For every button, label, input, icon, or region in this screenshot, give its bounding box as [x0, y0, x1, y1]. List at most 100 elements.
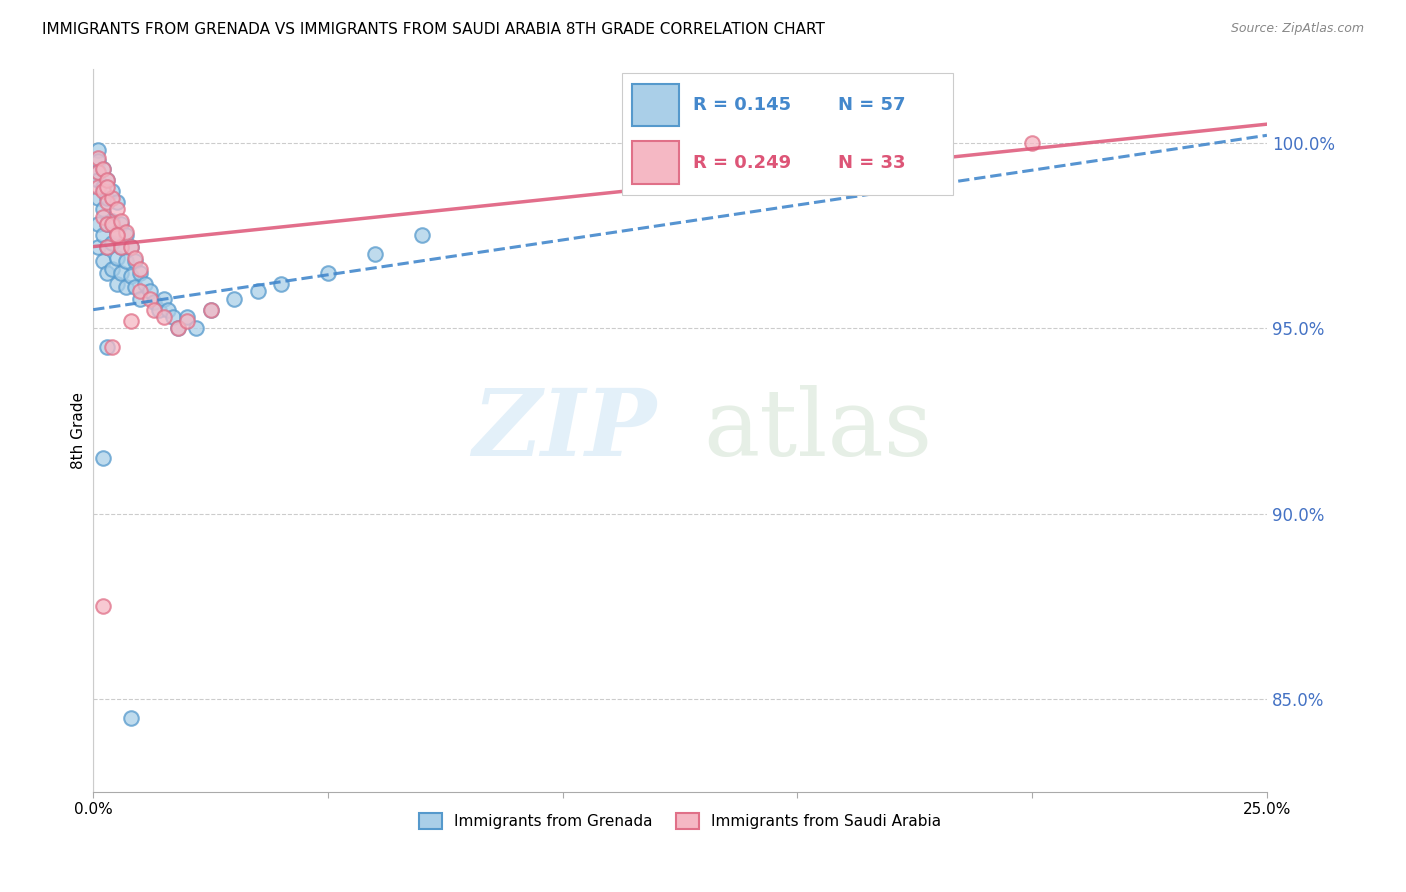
Point	[87, 143, 110, 157]
Point	[87, 173, 110, 187]
Text: R = 0.145: R = 0.145	[693, 96, 792, 114]
Point	[96, 173, 118, 187]
Point	[129, 266, 152, 280]
Point	[96, 217, 118, 231]
Point	[110, 213, 132, 227]
Point	[166, 321, 188, 335]
Y-axis label: 8th Grade: 8th Grade	[72, 392, 86, 468]
Text: IMMIGRANTS FROM GRENADA VS IMMIGRANTS FROM SAUDI ARABIA 8TH GRADE CORRELATION CH: IMMIGRANTS FROM GRENADA VS IMMIGRANTS FR…	[42, 22, 825, 37]
Point	[87, 217, 110, 231]
Point	[91, 254, 114, 268]
Point	[115, 254, 138, 268]
Point	[96, 239, 118, 253]
Point	[91, 228, 114, 243]
Point	[96, 266, 118, 280]
Text: Source: ZipAtlas.com: Source: ZipAtlas.com	[1230, 22, 1364, 36]
Point	[105, 225, 128, 239]
Point	[246, 284, 269, 298]
Point	[96, 217, 118, 231]
FancyBboxPatch shape	[621, 72, 953, 195]
Point	[148, 302, 170, 317]
Point	[152, 310, 174, 324]
Point	[87, 191, 110, 205]
Point	[162, 310, 184, 324]
Point	[129, 284, 152, 298]
Text: ZIP: ZIP	[472, 385, 657, 475]
Point	[101, 191, 124, 205]
Point	[96, 340, 118, 354]
Point	[91, 161, 114, 176]
Point	[96, 173, 118, 187]
Point	[115, 280, 138, 294]
Legend: Immigrants from Grenada, Immigrants from Saudi Arabia: Immigrants from Grenada, Immigrants from…	[413, 806, 948, 835]
Text: R = 0.249: R = 0.249	[693, 153, 792, 171]
Point	[91, 451, 114, 466]
Point	[87, 239, 110, 253]
Bar	[633, 84, 679, 127]
Text: atlas: atlas	[703, 385, 932, 475]
Point	[110, 239, 132, 253]
Point	[176, 310, 198, 324]
Point	[105, 228, 128, 243]
Point	[101, 261, 124, 276]
Point	[105, 228, 128, 243]
Bar	[633, 141, 679, 184]
Point	[101, 184, 124, 198]
Point	[222, 292, 245, 306]
Point	[115, 228, 138, 243]
Point	[143, 295, 166, 310]
Point	[110, 217, 132, 231]
Point	[166, 321, 188, 335]
Point	[105, 251, 128, 265]
Text: N = 33: N = 33	[838, 153, 905, 171]
Point	[138, 284, 160, 298]
Point	[101, 213, 124, 227]
Point	[87, 154, 110, 169]
Point	[143, 302, 166, 317]
Point	[87, 151, 110, 165]
Point	[364, 247, 387, 261]
Point	[316, 266, 339, 280]
Point	[124, 280, 146, 294]
Point	[157, 302, 180, 317]
Point	[120, 239, 142, 253]
Point	[105, 202, 128, 217]
Point	[120, 711, 142, 725]
Point	[91, 184, 114, 198]
Point	[200, 302, 222, 317]
Point	[176, 314, 198, 328]
Point	[96, 180, 118, 194]
Point	[129, 292, 152, 306]
Point	[96, 191, 118, 205]
Point	[152, 292, 174, 306]
Point	[120, 239, 142, 253]
Point	[411, 228, 433, 243]
Point	[87, 165, 110, 179]
Point	[101, 340, 124, 354]
Point	[87, 180, 110, 194]
Point	[96, 195, 118, 210]
Point	[1021, 136, 1043, 150]
Point	[120, 269, 142, 284]
Point	[110, 266, 132, 280]
Point	[91, 599, 114, 614]
Point	[186, 321, 208, 335]
Point	[105, 277, 128, 291]
Point	[91, 180, 114, 194]
Point	[87, 165, 110, 179]
Point	[270, 277, 292, 291]
Point	[105, 195, 128, 210]
Point	[129, 261, 152, 276]
Point	[101, 235, 124, 250]
Point	[96, 239, 118, 253]
Point	[115, 225, 138, 239]
Point	[91, 210, 114, 224]
Text: N = 57: N = 57	[838, 96, 905, 114]
Point	[200, 302, 222, 317]
Point	[120, 314, 142, 328]
Point	[138, 292, 160, 306]
Point	[110, 239, 132, 253]
Point	[101, 217, 124, 231]
Point	[91, 161, 114, 176]
Point	[91, 202, 114, 217]
